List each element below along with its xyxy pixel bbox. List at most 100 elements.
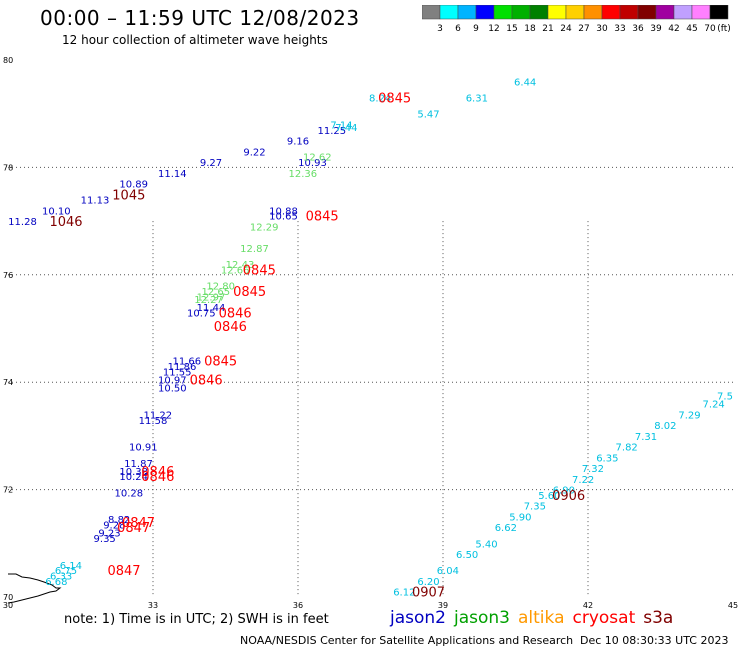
wave-height-value: 12.36 — [289, 169, 318, 180]
wave-height-value: 5.60 — [538, 491, 560, 502]
pass-time-label: 1046 — [49, 215, 82, 230]
wave-height-value: 10.28 — [115, 488, 144, 499]
pass-time-label: 0847 — [117, 521, 150, 536]
wave-height-value: 11.14 — [158, 169, 187, 180]
wave-height-value: 6.68 — [45, 577, 67, 588]
wave-height-value: 12.66 — [221, 265, 250, 276]
lat-label: 70 — [3, 593, 13, 602]
scale-swatch — [709, 5, 729, 20]
wave-height-value: 10.97 — [158, 376, 187, 387]
pass-time-label: 0847 — [122, 516, 155, 531]
pass-time-label: 0846 — [141, 470, 174, 485]
scale-label: 12 — [488, 24, 499, 34]
page-title: 00:00 – 11:59 UTC 12/08/2023 — [40, 6, 360, 30]
lat-label: 76 — [3, 271, 13, 280]
pass-time-label: 1045 — [112, 188, 145, 203]
wave-height-value: 7.82 — [616, 443, 638, 454]
scale-label: 45 — [686, 24, 697, 34]
wave-height-value: 12.87 — [240, 244, 269, 255]
mission-cryosat: cryosat — [572, 608, 636, 628]
mission-altika: altika — [518, 608, 565, 628]
wave-height-value: 6.31 — [466, 94, 488, 105]
scale-label: 21 — [542, 24, 553, 34]
mission-s3a: s3a — [643, 608, 674, 628]
pass-time-label: 0845 — [204, 355, 237, 370]
scale-unit: (ft) — [717, 24, 731, 34]
wave-height-value: 7.29 — [678, 410, 700, 421]
mission-legend: jason2 jason3 altika cryosat s3a — [390, 608, 681, 628]
wave-height-value: 11.86 — [168, 362, 197, 373]
lat-lon-grid — [8, 166, 733, 597]
wave-height-value: 10.93 — [298, 158, 327, 169]
pass-time-label: 0846 — [190, 374, 223, 389]
wave-height-value: 5.90 — [509, 512, 531, 523]
scale-label: 15 — [506, 24, 517, 34]
wave-height-value: 6.20 — [417, 577, 439, 588]
wave-height-value: 6.50 — [456, 550, 478, 561]
wave-height-value: 6.12 — [393, 588, 415, 599]
lat-label: 80 — [3, 56, 13, 65]
wave-height-value: 10.91 — [129, 443, 158, 454]
wave-height-value: 12.29 — [250, 222, 279, 233]
wave-height-value: 7.14 — [330, 120, 352, 131]
scale-label: 18 — [524, 24, 536, 34]
wave-height-value: 10.75 — [187, 308, 216, 319]
lat-label: 72 — [3, 486, 13, 495]
time-labels: 1046104508450845084508450846084608450846… — [49, 92, 585, 601]
wave-height-value: 12.97 — [197, 292, 226, 303]
wave-height-value: 10.50 — [158, 384, 187, 395]
lon-label: 30 — [3, 601, 13, 610]
wave-height-value: 9.27 — [200, 158, 222, 169]
wave-height-value: 8.02 — [654, 421, 676, 432]
wave-height-value: 11.22 — [144, 410, 173, 421]
scale-label: 24 — [560, 24, 572, 34]
mission-jason2: jason2 — [390, 608, 446, 628]
wave-height-value: 11.44 — [197, 303, 226, 314]
wave-height-value: 6.35 — [596, 453, 618, 464]
lon-label: 45 — [728, 601, 738, 610]
wave-height-value: 12.62 — [303, 153, 332, 164]
scale-label: 42 — [668, 24, 679, 34]
scale-label: 6 — [455, 24, 461, 34]
wave-height-value: 10.10 — [42, 206, 71, 217]
pass-time-label: 0846 — [141, 465, 174, 480]
lon-label: 39 — [438, 601, 448, 610]
wave-height-value: 12.80 — [206, 282, 235, 293]
wave-height-value: 9.16 — [287, 137, 309, 148]
page-subtitle: 12 hour collection of altimeter wave hei… — [62, 33, 328, 47]
scale-label: 9 — [473, 24, 479, 34]
wave-height-value: 9.23 — [98, 529, 120, 540]
wave-height-value: 11.55 — [163, 367, 192, 378]
generated-timestamp: Dec 10 08:30:33 UTC 2023 — [580, 634, 729, 647]
wave-height-value: 8.82 — [108, 515, 130, 526]
pass-time-label: 0845 — [306, 210, 339, 225]
wave-height-value: 8.24 — [369, 94, 391, 105]
wave-height-value: 6.04 — [437, 566, 459, 577]
wave-height-value: 12.27 — [194, 295, 223, 306]
wave-height-value: 7.32 — [582, 464, 604, 475]
wave-height-value: 7.24 — [703, 400, 725, 411]
wave-height-value: 12.43 — [226, 260, 255, 271]
mission-jason3: jason3 — [454, 608, 510, 628]
wave-height-value: 7.31 — [635, 432, 657, 443]
wave-height-value: 6.44 — [514, 77, 536, 88]
wave-height-value: 6.14 — [60, 561, 82, 572]
scale-label: 33 — [614, 24, 625, 34]
pass-time-label: 0846 — [214, 320, 247, 335]
lon-label: 42 — [583, 601, 593, 610]
wave-height-value: 7.22 — [572, 475, 594, 486]
lon-label: 33 — [148, 601, 158, 610]
lat-label: 74 — [3, 378, 13, 387]
wave-height-value: 10.65 — [269, 212, 298, 223]
wave-height-value: 12.65 — [202, 287, 231, 298]
pass-time-label: 0845 — [233, 285, 266, 300]
wave-height-value: 6.75 — [55, 566, 77, 577]
pass-time-label: 0845 — [243, 263, 276, 278]
pass-time-label: 0906 — [552, 489, 585, 504]
lon-label: 36 — [293, 601, 303, 610]
wave-height-value: 6.90 — [553, 486, 575, 497]
scale-label: 70 — [704, 24, 716, 34]
wave-height-value: 10.24 — [119, 472, 148, 483]
pass-time-label: 0847 — [107, 564, 140, 579]
